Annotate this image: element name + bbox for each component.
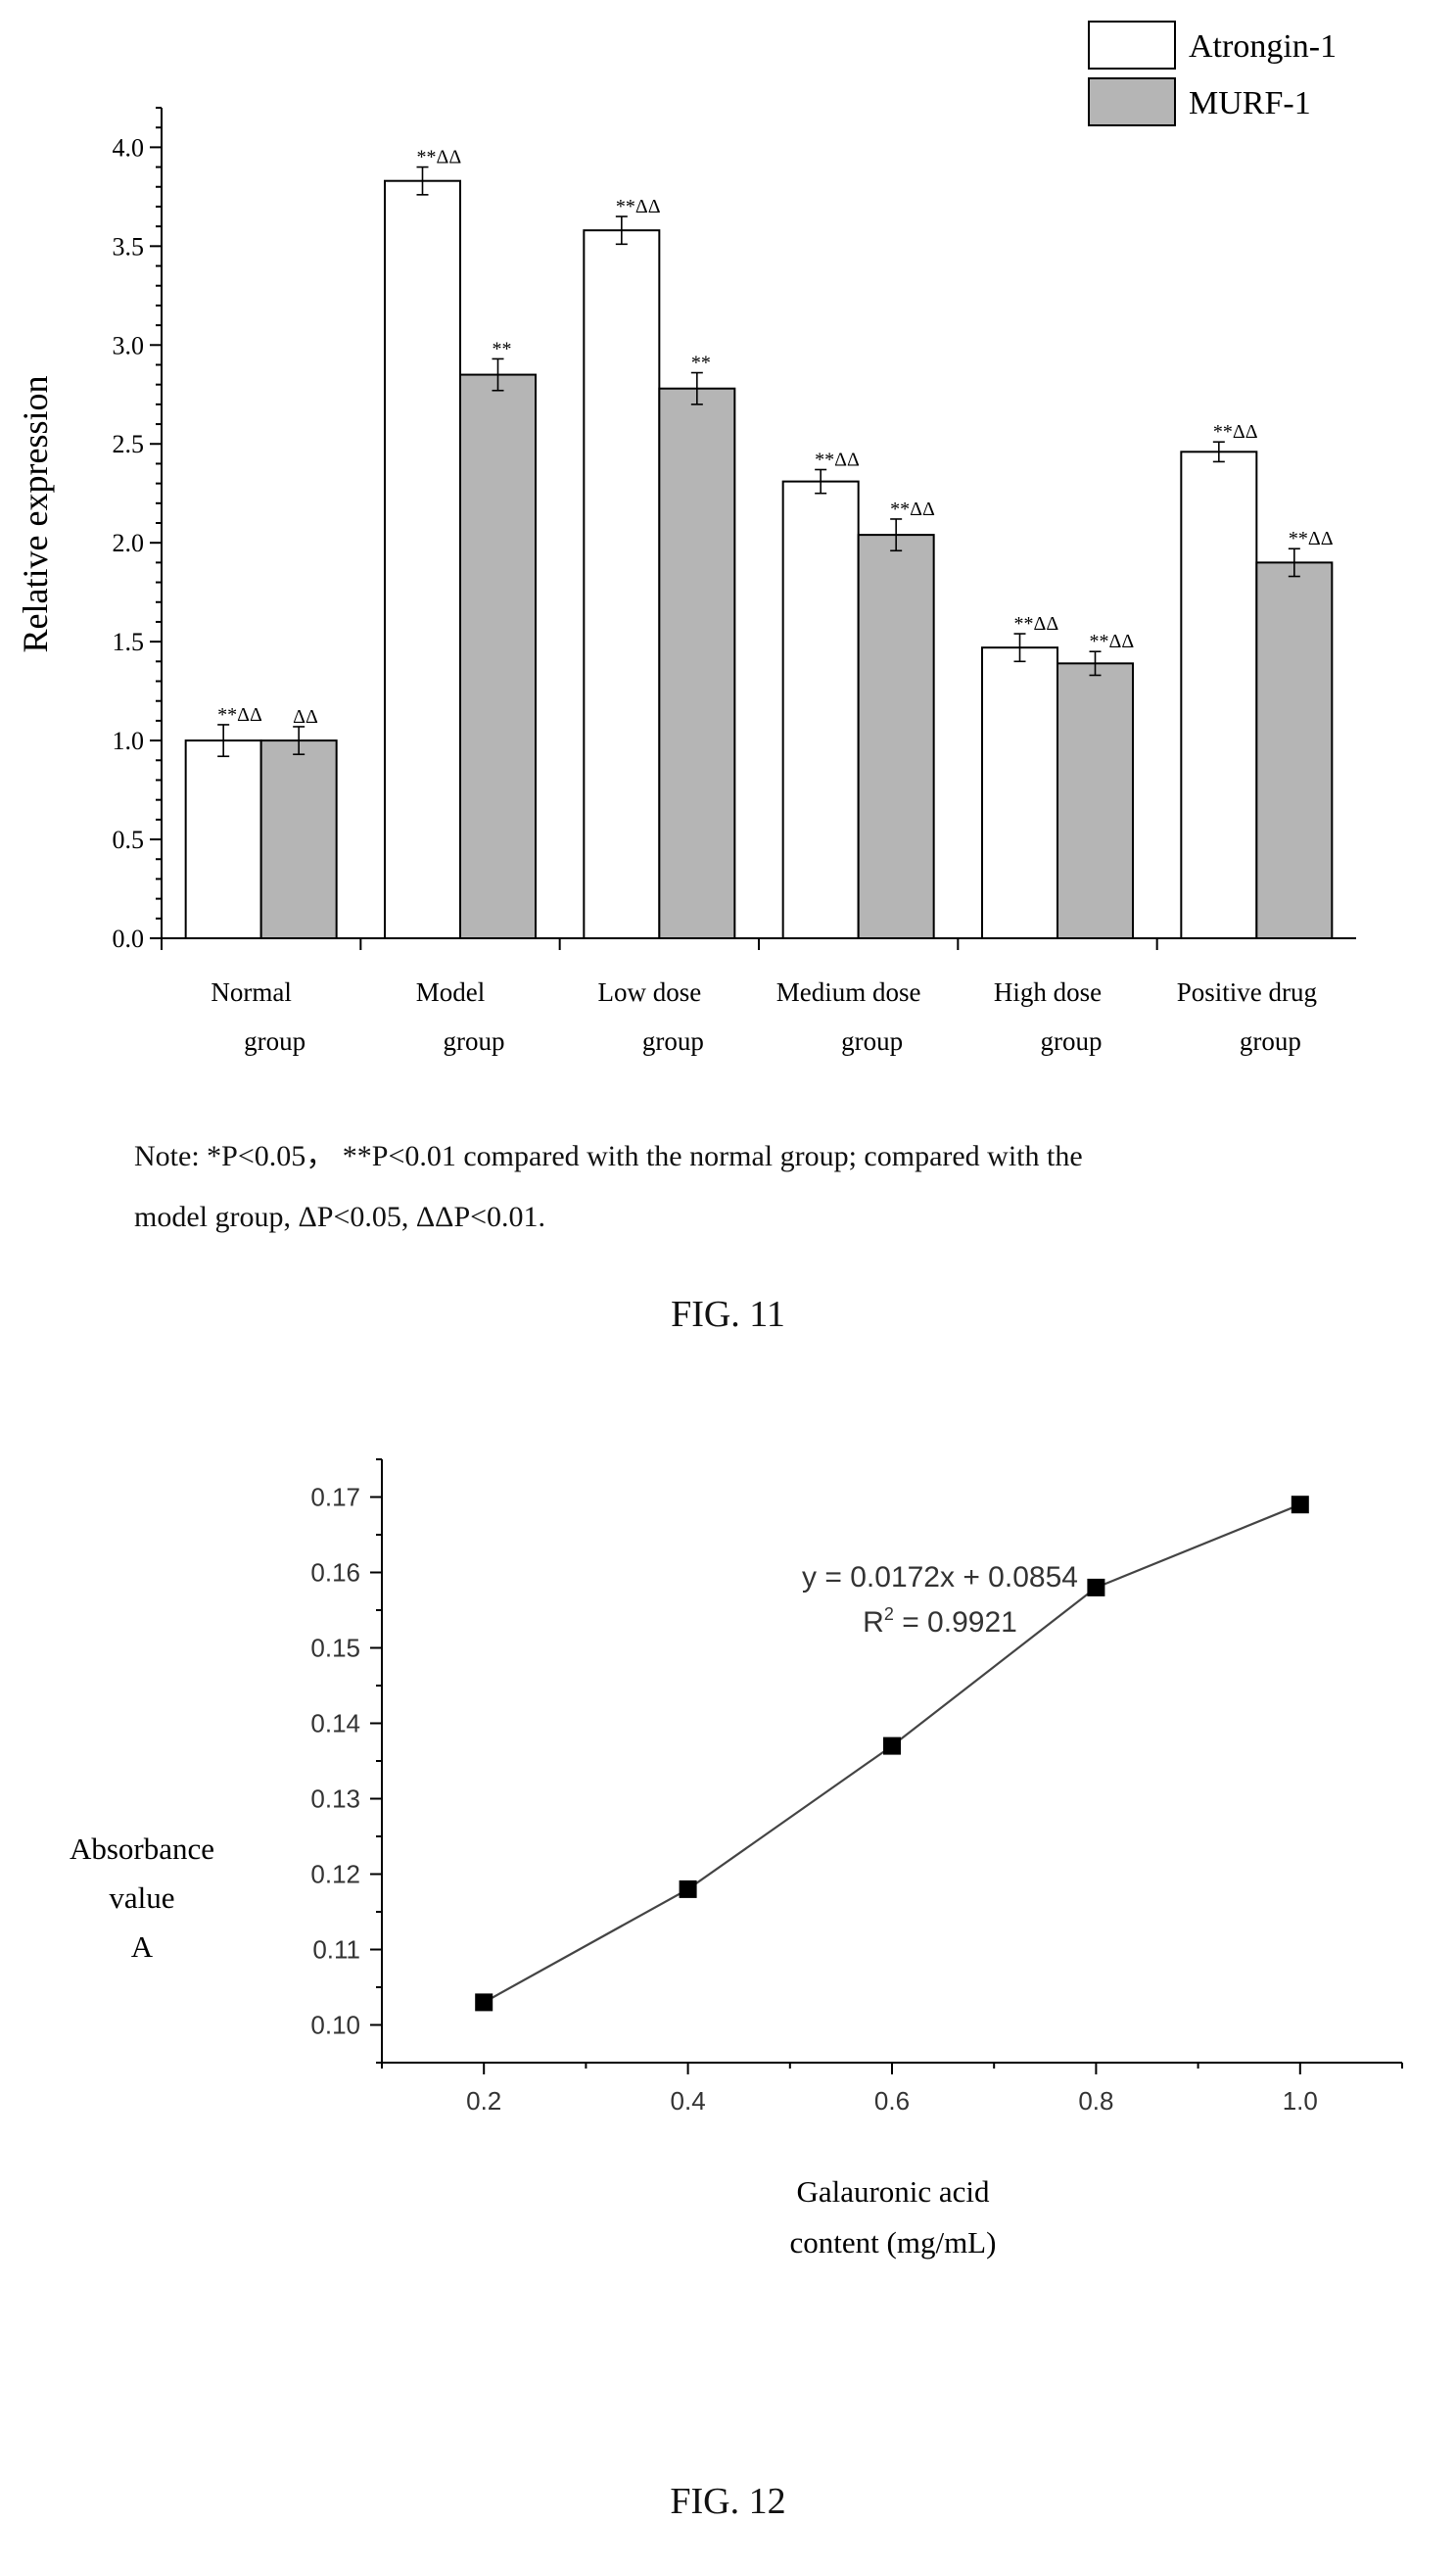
y-tick-label: 0.14: [310, 1709, 360, 1738]
y-axis-label-line: A: [131, 1929, 154, 1964]
line-chart-labels: 0.10 0.11 0.12 0.13 0.14 0.15 0.16 0.17 0.2 0.4 0.…: [70, 1483, 1318, 2260]
x-tick-label: Medium dose group: [776, 977, 921, 1056]
legend-label-murf: MURF-1: [1189, 85, 1311, 121]
y-tick-label: 1.5: [113, 628, 145, 656]
x-tick-label-line: group: [1041, 1026, 1103, 1056]
y-tick-label: 0.10: [310, 2011, 360, 2040]
significance-label: **ΔΔ: [616, 196, 661, 217]
bar-murf: [259, 739, 338, 939]
bar-murf: [1255, 561, 1334, 940]
data-point: [475, 1993, 493, 2012]
bar-murf: [658, 387, 736, 939]
significance-label: **ΔΔ: [815, 449, 860, 470]
y-tick-label: 3.0: [113, 331, 145, 359]
r-squared-value: = 0.9921: [894, 1606, 1017, 1639]
significance-label: **ΔΔ: [1213, 421, 1258, 443]
x-tick-label-line: Normal: [211, 977, 291, 1007]
x-tick-label: Positive drug group: [1177, 977, 1317, 1056]
data-point: [883, 1736, 901, 1755]
x-tick-label-line: group: [244, 1026, 305, 1056]
y-tick-label: 0.16: [310, 1558, 360, 1588]
y-tick-label: 0.12: [310, 1860, 360, 1889]
bar-atrongin: [184, 739, 262, 939]
bar-chart-bars: [184, 166, 1334, 940]
regression-equation: y = 0.0172x + 0.0854: [802, 1561, 1078, 1594]
y-tick-label: 4.0: [113, 133, 145, 162]
bar-atrongin: [1180, 451, 1258, 939]
x-tick-label-line: group: [1240, 1026, 1301, 1056]
bar-atrongin: [781, 480, 860, 939]
x-tick-label: Low dose group: [597, 977, 703, 1056]
y-axis-label-line: Absorbance: [70, 1832, 214, 1866]
data-point: [1087, 1578, 1105, 1596]
x-axis-label-line: Galauronic acid: [796, 2174, 990, 2209]
y-tick-label: 0.5: [113, 826, 145, 854]
r-squared-symbol: R: [863, 1606, 884, 1639]
x-tick-label-line: group: [444, 1026, 505, 1056]
bar-atrongin: [384, 179, 461, 939]
significance-label: **ΔΔ: [217, 704, 262, 726]
y-tick-label: 0.11: [312, 1935, 360, 1965]
x-tick-label: 0.2: [466, 2086, 501, 2116]
bar-chart-labels: 0.0 0.5 1.0 1.5 2.0 2.5 3.0 3.5 4.0 Normal group **…: [113, 133, 1334, 1056]
bar-murf: [857, 534, 935, 939]
significance-label: **ΔΔ: [1014, 613, 1059, 635]
bar-atrongin: [583, 229, 661, 939]
y-tick-label: 2.0: [113, 529, 145, 557]
figure-12-caption: FIG. 12: [670, 2481, 786, 2522]
x-tick-label-line: Positive drug: [1177, 977, 1317, 1007]
x-tick-label-line: group: [841, 1026, 903, 1056]
figure-11-bar-chart: 0.0 0.5 1.0 1.5 2.0 2.5 3.0 3.5 4.0 Normal group **…: [16, 21, 1356, 1056]
x-tick-label: Model group: [416, 977, 505, 1056]
y-tick-label: 0.0: [113, 925, 145, 953]
x-tick-label-line: group: [642, 1026, 704, 1056]
line-chart-series: [475, 1496, 1309, 2012]
legend-swatch-murf: [1088, 77, 1176, 126]
r-squared-superscript: 2: [884, 1604, 894, 1624]
significance-label: **ΔΔ: [890, 499, 935, 520]
y-tick-label: 3.5: [113, 232, 145, 261]
y-axis-label: Relative expression: [16, 376, 55, 653]
figure-11-caption: FIG. 11: [671, 1294, 785, 1335]
legend-swatch-atrongin: [1088, 21, 1176, 70]
significance-label: **: [691, 353, 711, 374]
r-squared-label: R2 = 0.9921: [863, 1604, 1017, 1639]
figure-11-note: Note: *P<0.05， **P<0.01 compared with th…: [134, 1126, 1378, 1248]
bar-atrongin: [981, 646, 1058, 939]
legend-label-atrongin: Atrongin-1: [1189, 28, 1337, 65]
significance-label: **ΔΔ: [1289, 528, 1334, 549]
note-line-2: model group, ΔP<0.05, ΔΔP<0.01.: [134, 1201, 546, 1233]
significance-label: ΔΔ: [293, 706, 318, 728]
significance-label: **ΔΔ: [1090, 631, 1135, 652]
y-tick-label: 0.17: [310, 1483, 360, 1512]
y-tick-label: 1.0: [113, 727, 145, 755]
y-axis-label-line: value: [109, 1880, 174, 1915]
x-tick-label: High dose group: [994, 977, 1103, 1056]
y-tick-label: 0.13: [310, 1784, 360, 1814]
y-tick-label: 2.5: [113, 430, 145, 458]
figure-12-line-chart: 0.10 0.11 0.12 0.13 0.14 0.15 0.16 0.17 0.2 0.4 0.…: [70, 1458, 1403, 2260]
x-tick-label: 0.4: [671, 2086, 706, 2116]
x-tick-label-line: High dose: [994, 977, 1102, 1007]
significance-label: **: [493, 338, 512, 359]
bar-chart-axes: [150, 107, 1356, 950]
y-tick-label: 0.15: [310, 1634, 360, 1663]
x-tick-label: 1.0: [1283, 2086, 1318, 2116]
x-tick-label: Normal group: [211, 977, 305, 1056]
x-axis-label-line: content (mg/mL): [790, 2225, 997, 2260]
chart-legend: Atrongin-1 MURF-1: [1088, 21, 1337, 126]
data-point: [1291, 1496, 1309, 1514]
x-tick-label: 0.6: [874, 2086, 910, 2116]
x-tick-label-line: Model: [416, 977, 486, 1007]
data-point: [679, 1879, 697, 1898]
significance-label: **ΔΔ: [417, 147, 462, 168]
x-tick-label-line: Medium dose: [776, 977, 921, 1007]
x-tick-label: 0.8: [1078, 2086, 1113, 2116]
bar-murf: [1057, 662, 1134, 939]
bar-murf: [459, 373, 537, 940]
x-tick-label-line: Low dose: [597, 977, 701, 1007]
note-line-1: Note: *P<0.05， **P<0.01 compared with th…: [134, 1140, 1083, 1172]
line-chart-axes: [370, 1458, 1403, 2074]
